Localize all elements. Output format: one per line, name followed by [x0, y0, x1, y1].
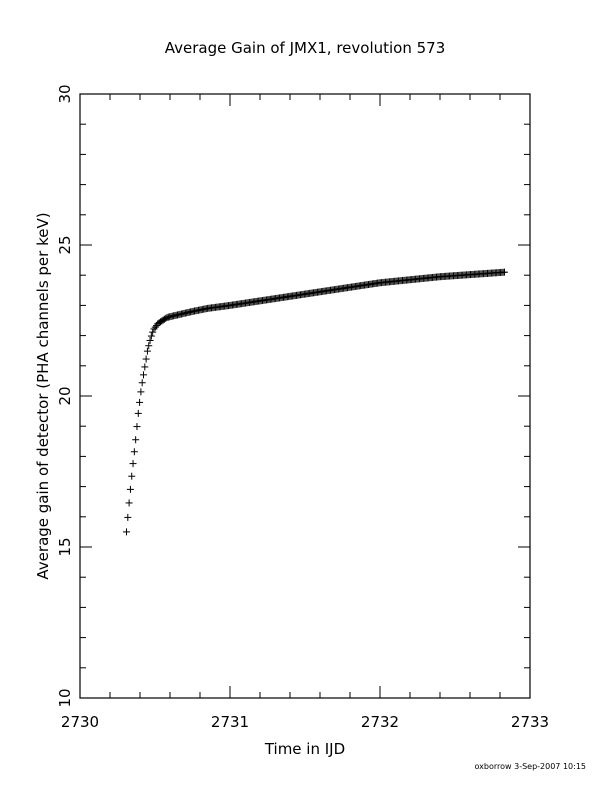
- data-point: [149, 328, 157, 336]
- x-tick-label: 2732: [361, 713, 399, 731]
- x-tick-labels: 2730 2731 2732 2733: [61, 713, 549, 731]
- y-tick-label: 20: [56, 386, 74, 405]
- footer-stamp: oxborrow 3-Sep-2007 10:15: [475, 762, 587, 771]
- data-point: [126, 485, 134, 493]
- data-point: [132, 436, 140, 444]
- data-point: [134, 409, 142, 417]
- y-tick-label: 30: [56, 84, 74, 103]
- data-point: [124, 513, 132, 521]
- y-tick-label: 15: [56, 537, 74, 556]
- x-tick-label: 2730: [61, 713, 99, 731]
- data-point: [137, 388, 145, 396]
- y-tick-label: 25: [56, 235, 74, 254]
- data-point: [140, 371, 148, 379]
- y-tick-labels: 10 15 20 25 30: [56, 84, 74, 707]
- y-axis-label: Average gain of detector (PHA channels p…: [34, 212, 52, 579]
- chart-title: Average Gain of JMX1, revolution 573: [165, 39, 446, 57]
- y-tick-label: 10: [56, 688, 74, 707]
- data-point: [150, 325, 158, 333]
- data-point: [142, 355, 150, 363]
- x-tick-label: 2733: [511, 713, 549, 731]
- data-point: [138, 379, 146, 387]
- x-axis-label: Time in IJD: [264, 740, 345, 758]
- x-tick-label: 2731: [211, 713, 249, 731]
- data-point: [129, 460, 137, 468]
- data-point: [141, 363, 149, 371]
- data-point: [501, 268, 508, 276]
- data-point: [147, 332, 155, 340]
- axis-ticks: [79, 93, 531, 699]
- data-point: [128, 472, 136, 480]
- data-point: [133, 423, 141, 431]
- data-points: [123, 268, 508, 536]
- plot-frame: [79, 93, 531, 699]
- data-point: [125, 499, 133, 507]
- data-point: [143, 347, 151, 355]
- data-point: [130, 448, 138, 456]
- data-point: [136, 398, 144, 406]
- data-point: [146, 336, 154, 344]
- data-point: [145, 342, 153, 350]
- data-point: [123, 528, 130, 536]
- data-point: [151, 323, 159, 331]
